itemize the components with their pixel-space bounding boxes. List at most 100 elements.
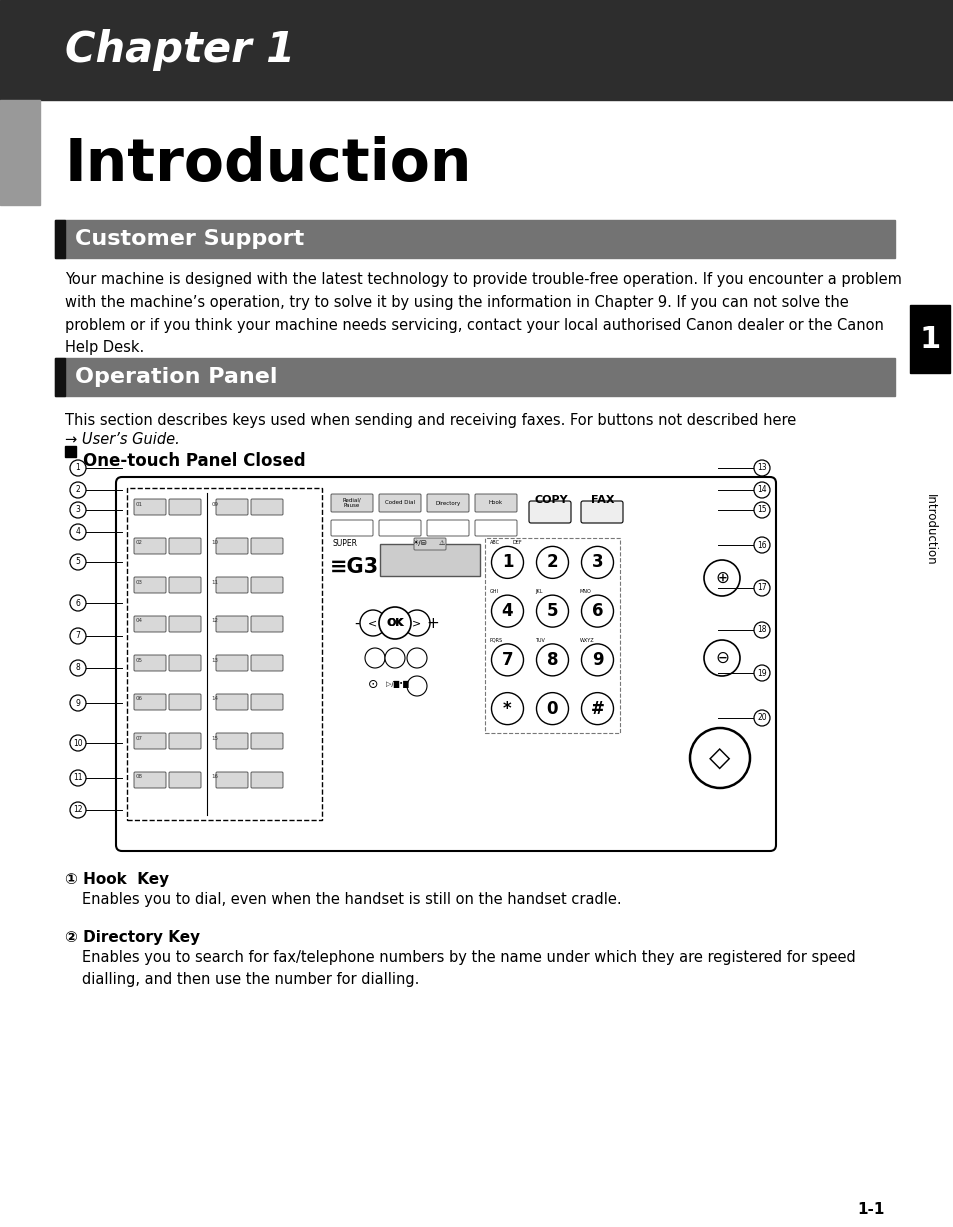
Text: 7: 7 bbox=[501, 650, 513, 669]
FancyBboxPatch shape bbox=[169, 694, 201, 710]
FancyBboxPatch shape bbox=[215, 499, 248, 515]
Text: 4: 4 bbox=[75, 528, 80, 536]
Text: OK: OK bbox=[387, 618, 402, 628]
FancyBboxPatch shape bbox=[169, 537, 201, 555]
Bar bbox=[55, 358, 65, 396]
Circle shape bbox=[403, 610, 430, 636]
Text: 3: 3 bbox=[75, 506, 80, 514]
Text: This section describes keys used when sending and receiving faxes. For buttons n: This section describes keys used when se… bbox=[65, 413, 796, 428]
FancyBboxPatch shape bbox=[378, 494, 420, 512]
Text: 1: 1 bbox=[919, 324, 940, 353]
FancyBboxPatch shape bbox=[215, 733, 248, 748]
Bar bbox=[379, 544, 479, 575]
Circle shape bbox=[689, 728, 749, 788]
Text: ☀/⛁: ☀/⛁ bbox=[413, 540, 427, 546]
Text: FAX: FAX bbox=[591, 494, 614, 506]
Text: 07: 07 bbox=[135, 735, 142, 741]
Text: 14: 14 bbox=[212, 697, 218, 702]
Circle shape bbox=[753, 502, 769, 518]
Bar bbox=[0, 99, 40, 205]
Text: 0: 0 bbox=[546, 699, 558, 718]
Circle shape bbox=[581, 692, 613, 725]
Text: Enables you to dial, even when the handset is still on the handset cradle.: Enables you to dial, even when the hands… bbox=[82, 892, 621, 907]
FancyBboxPatch shape bbox=[251, 733, 283, 748]
Circle shape bbox=[70, 502, 86, 518]
Text: 10: 10 bbox=[212, 541, 218, 546]
FancyBboxPatch shape bbox=[215, 577, 248, 593]
Circle shape bbox=[536, 644, 568, 676]
Text: 6: 6 bbox=[75, 599, 80, 607]
Bar bbox=[65, 445, 76, 456]
Circle shape bbox=[378, 607, 411, 639]
Text: 05: 05 bbox=[135, 658, 142, 663]
Text: 09: 09 bbox=[212, 502, 218, 507]
Text: 18: 18 bbox=[757, 626, 766, 634]
FancyBboxPatch shape bbox=[580, 501, 622, 523]
FancyBboxPatch shape bbox=[427, 494, 469, 512]
Text: 12: 12 bbox=[212, 618, 218, 623]
Circle shape bbox=[703, 640, 740, 676]
Text: WXYZ: WXYZ bbox=[579, 638, 594, 643]
Bar bbox=[0, 0, 953, 99]
Text: 7: 7 bbox=[75, 632, 80, 640]
Text: -: - bbox=[354, 616, 359, 631]
Text: 04: 04 bbox=[135, 618, 142, 623]
Text: Chapter 1: Chapter 1 bbox=[65, 29, 294, 71]
FancyBboxPatch shape bbox=[251, 772, 283, 788]
Circle shape bbox=[70, 660, 86, 676]
Text: 13: 13 bbox=[757, 464, 766, 472]
Circle shape bbox=[753, 622, 769, 638]
Circle shape bbox=[70, 460, 86, 476]
Text: ⊙: ⊙ bbox=[367, 677, 377, 691]
Text: Hook: Hook bbox=[489, 501, 502, 506]
Circle shape bbox=[70, 802, 86, 818]
Text: 02: 02 bbox=[135, 541, 142, 546]
Text: 20: 20 bbox=[757, 713, 766, 723]
Circle shape bbox=[536, 595, 568, 627]
Text: 12: 12 bbox=[73, 805, 83, 815]
Text: 10: 10 bbox=[73, 739, 83, 747]
FancyBboxPatch shape bbox=[475, 494, 517, 512]
FancyBboxPatch shape bbox=[475, 520, 517, 536]
Circle shape bbox=[491, 644, 523, 676]
Circle shape bbox=[753, 710, 769, 726]
FancyBboxPatch shape bbox=[169, 616, 201, 632]
FancyBboxPatch shape bbox=[414, 537, 446, 550]
Text: 8: 8 bbox=[546, 650, 558, 669]
Text: >: > bbox=[412, 618, 421, 628]
FancyBboxPatch shape bbox=[133, 772, 166, 788]
Circle shape bbox=[703, 560, 740, 596]
Text: 2: 2 bbox=[546, 553, 558, 572]
Text: 4: 4 bbox=[501, 602, 513, 620]
Text: +: + bbox=[426, 616, 439, 631]
Text: 1: 1 bbox=[75, 464, 80, 472]
Text: 1: 1 bbox=[501, 553, 513, 572]
FancyBboxPatch shape bbox=[169, 772, 201, 788]
Text: 16: 16 bbox=[757, 541, 766, 550]
Text: ◇: ◇ bbox=[709, 744, 730, 772]
Text: TUV: TUV bbox=[535, 638, 544, 643]
Bar bbox=[909, 306, 949, 373]
Text: 15: 15 bbox=[757, 506, 766, 514]
Circle shape bbox=[753, 665, 769, 681]
FancyBboxPatch shape bbox=[133, 499, 166, 515]
Circle shape bbox=[491, 692, 523, 725]
Text: 9: 9 bbox=[75, 698, 80, 708]
FancyBboxPatch shape bbox=[215, 616, 248, 632]
FancyBboxPatch shape bbox=[215, 537, 248, 555]
Text: Introduction: Introduction bbox=[65, 136, 472, 194]
Text: 1-1: 1-1 bbox=[857, 1202, 884, 1217]
Text: SUPER: SUPER bbox=[333, 539, 357, 548]
Text: ⚠: ⚠ bbox=[438, 540, 445, 546]
Bar bbox=[127, 488, 322, 820]
Text: ABC: ABC bbox=[490, 540, 499, 545]
Circle shape bbox=[491, 546, 523, 578]
Text: JKL: JKL bbox=[535, 589, 542, 594]
Text: 17: 17 bbox=[757, 584, 766, 593]
Text: ⊕: ⊕ bbox=[715, 569, 728, 587]
Bar bbox=[55, 358, 894, 396]
FancyBboxPatch shape bbox=[133, 616, 166, 632]
Text: 2: 2 bbox=[75, 486, 80, 494]
FancyBboxPatch shape bbox=[133, 655, 166, 671]
FancyBboxPatch shape bbox=[251, 655, 283, 671]
